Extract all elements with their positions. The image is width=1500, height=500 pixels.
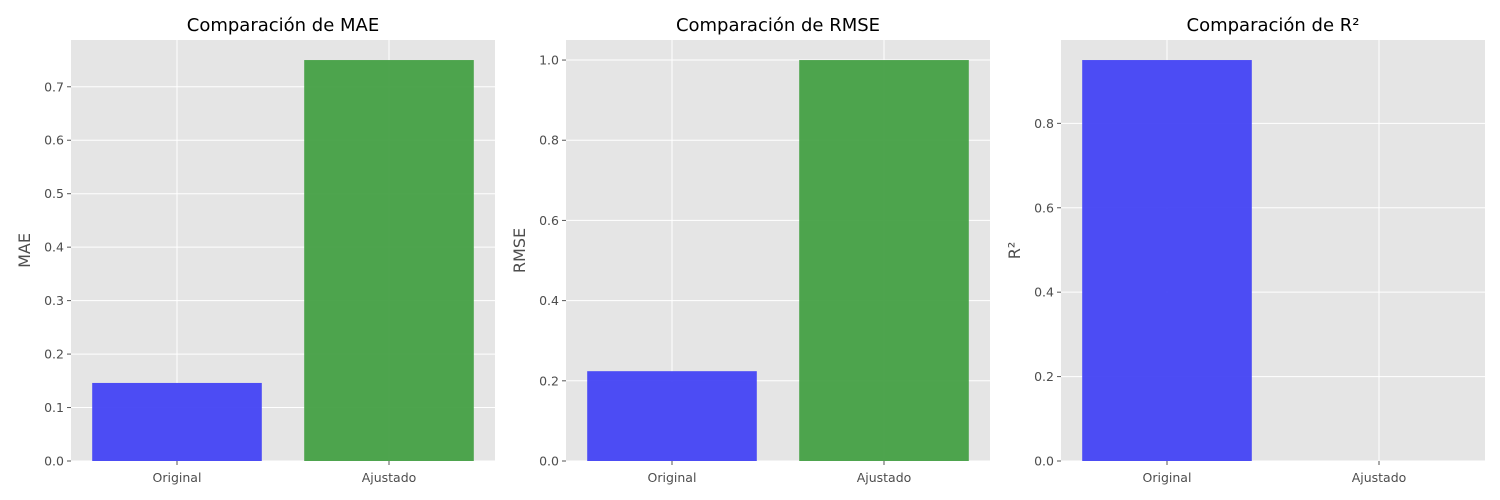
chart-title: Comparación de R² (1187, 15, 1360, 36)
y-tick-label: 0.1 (44, 400, 64, 415)
y-tick-label: 0.6 (44, 133, 64, 148)
x-tick-label: Original (153, 470, 202, 485)
y-axis-label: R² (1005, 242, 1024, 260)
bar-original (92, 382, 262, 461)
y-tick-label: 0.6 (1034, 200, 1054, 215)
y-tick-label: 0.5 (44, 186, 64, 201)
x-tick-label: Ajustado (1352, 470, 1407, 485)
chart-panel-1: 0.0 0.1 0.2 0.3 0.4 0.5 0.6 0.7 Original Ajustado… (15, 15, 495, 485)
y-tick-label: 0.8 (539, 133, 559, 148)
chart-title: Comparación de MAE (187, 15, 379, 36)
bar-ajustado (304, 60, 474, 462)
y-tick-label: 0.3 (44, 293, 64, 308)
x-tick-label: Original (1143, 470, 1192, 485)
y-tick-label: 1.0 (539, 53, 559, 68)
y-tick-label: 0.0 (1034, 454, 1054, 469)
bar-original (1082, 60, 1252, 462)
y-tick-label: 0.0 (44, 454, 64, 469)
y-tick-label: 0.4 (539, 293, 559, 308)
y-tick-label: 0.7 (44, 79, 64, 94)
y-axis-label: MAE (15, 233, 34, 268)
y-tick-label: 0.2 (1034, 369, 1054, 384)
y-tick-label: 0.2 (44, 347, 64, 362)
y-tick-label: 0.2 (539, 373, 559, 388)
y-tick-label: 0.0 (539, 454, 559, 469)
x-tick-label: Ajustado (362, 470, 417, 485)
y-tick-label: 0.8 (1034, 116, 1054, 131)
y-axis-label: RMSE (510, 228, 529, 273)
y-tick-label: 0.6 (539, 213, 559, 228)
bar-ajustado (799, 60, 969, 462)
x-tick-label: Ajustado (857, 470, 912, 485)
x-tick-label: Original (648, 470, 697, 485)
y-tick-label: 0.4 (44, 240, 64, 255)
chart-panel-2: 0.0 0.2 0.4 0.6 0.8 1.0 Original Ajustado Compar… (510, 15, 990, 485)
bar-original (587, 371, 757, 461)
y-tick-label: 0.4 (1034, 285, 1054, 300)
chart-panel-3: 0.0 0.2 0.4 0.6 0.8 Original Ajustado Comparaci… (1005, 15, 1485, 485)
chart-title: Comparación de RMSE (676, 15, 880, 36)
